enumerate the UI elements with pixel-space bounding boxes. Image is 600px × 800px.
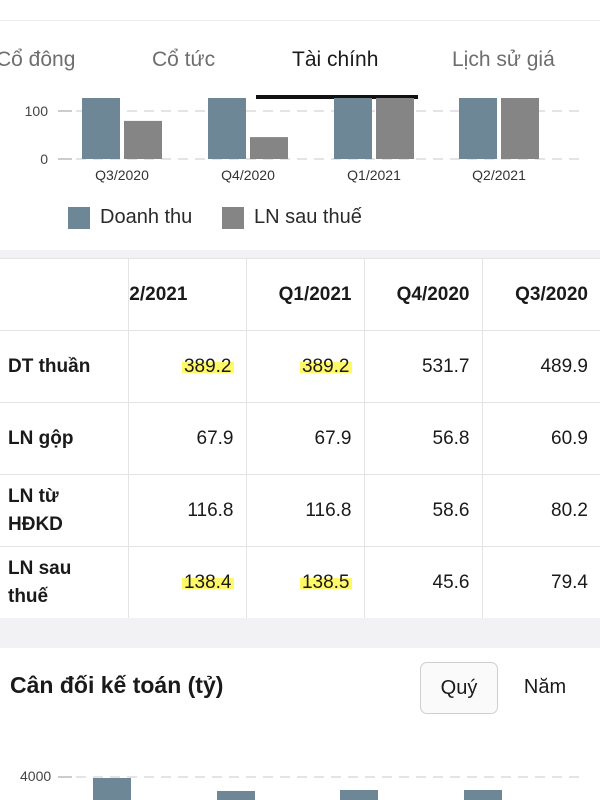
- table-row: LN từ HĐKD 116.8 116.8 58.6 80.2: [0, 474, 600, 547]
- table-cell: 58.6: [364, 474, 483, 547]
- table-header-blank: [0, 258, 129, 331]
- tab-financials[interactable]: Tài chính: [292, 48, 379, 71]
- chart-legend: Doanh thu LN sau thuế: [0, 206, 600, 236]
- table-cell: 138.5: [246, 546, 365, 619]
- legend-item-revenue[interactable]: Doanh thu: [68, 206, 192, 229]
- bar-revenue: [459, 98, 497, 159]
- top-strip: [0, 0, 600, 21]
- balance-bar: [217, 791, 255, 800]
- balance-sheet-title: Cân đối kế toán (tỷ): [10, 672, 224, 698]
- row-label-line: HĐKD: [8, 513, 63, 535]
- table-cell: 531.7: [364, 330, 483, 403]
- row-label-line: thuế: [8, 585, 49, 607]
- highlighted-value: 138.5: [299, 571, 352, 593]
- balance-bar: [464, 790, 502, 800]
- table-cell: 67.9: [128, 402, 247, 475]
- table-cell: 79.4: [482, 546, 600, 619]
- table-cell: 389.2: [246, 330, 365, 403]
- table-row: DT thuần 389.2 389.2 531.7 489.9: [0, 330, 600, 403]
- table-cell: 45.6: [364, 546, 483, 619]
- bar-revenue: [208, 98, 246, 159]
- table-cell: 56.8: [364, 402, 483, 475]
- bar-profit: [376, 98, 414, 159]
- highlighted-value: 389.2: [181, 355, 234, 377]
- bar-profit: [501, 98, 539, 159]
- x-tick-label: Q1/2021: [347, 167, 401, 183]
- row-label-line: LN sau: [8, 557, 72, 579]
- table-cell: 116.8: [246, 474, 365, 547]
- tab-price-history[interactable]: Lịch sử giá: [452, 48, 555, 71]
- tab-bar: Cổ đông Cổ tức Tài chính Lịch sử giá: [0, 22, 600, 100]
- row-label: LN gộp: [0, 402, 129, 475]
- period-year-button[interactable]: Năm: [523, 675, 567, 698]
- table-cell: 138.4: [128, 546, 247, 619]
- table-cell: 389.2: [128, 330, 247, 403]
- table-cell: 60.9: [482, 402, 600, 475]
- table-row: LN sau thuế 138.4 138.5 45.6 79.4: [0, 546, 600, 619]
- legend-swatch-revenue: [68, 206, 90, 229]
- column-header: Q4/2020: [364, 258, 483, 331]
- section-divider: [0, 618, 600, 648]
- tab-dividends[interactable]: Cổ tức: [152, 48, 216, 71]
- x-tick-label: Q4/2020: [221, 167, 275, 183]
- table-cell: 116.8: [128, 474, 247, 547]
- legend-swatch-profit: [222, 206, 244, 229]
- income-statement-table: Q2/2021 Q1/2021 Q4/2020 Q3/2020 DT thuần…: [0, 258, 600, 619]
- bar-revenue: [334, 98, 372, 159]
- legend-label-revenue: Doanh thu: [100, 206, 193, 228]
- period-quarter-button[interactable]: Quý: [420, 662, 498, 714]
- y-tick-label: 100: [25, 103, 49, 119]
- column-header: Q1/2021: [246, 258, 365, 331]
- table-row: LN gộp 67.9 67.9 56.8 60.9: [0, 402, 600, 475]
- row-label: LN từ HĐKD: [0, 474, 129, 547]
- balance-bar: [340, 790, 378, 800]
- balance-bar: [93, 778, 131, 800]
- bar-revenue: [82, 98, 120, 159]
- row-label: LN sau thuế: [0, 546, 129, 619]
- row-label-line: LN từ: [8, 485, 59, 507]
- table-cell: 80.2: [482, 474, 600, 547]
- highlighted-value: 138.4: [181, 571, 234, 593]
- bar-profit: [124, 120, 162, 159]
- balance-sheet-header: Cân đối kế toán (tỷ) Quý Năm: [0, 648, 600, 728]
- y-tick-label: 4000: [20, 768, 51, 784]
- column-header: Q3/2020: [482, 258, 600, 331]
- column-header: Q2/2021: [128, 258, 247, 331]
- legend-item-profit[interactable]: LN sau thuế: [222, 206, 362, 229]
- section-divider: [0, 250, 600, 258]
- row-label: DT thuần: [0, 330, 129, 403]
- bar-profit: [250, 137, 288, 159]
- x-tick-label: Q3/2020: [95, 167, 149, 183]
- table-header-row: Q2/2021 Q1/2021 Q4/2020 Q3/2020: [0, 258, 600, 331]
- revenue-profit-chart-svg: 0 100 Q3/2020 Q4/2020 Q1/2021 Q2/2021: [25, 98, 585, 183]
- legend-label-profit: LN sau thuế: [254, 206, 362, 228]
- highlighted-value: 389.2: [299, 355, 352, 377]
- balance-sheet-chart: 4000: [0, 728, 600, 800]
- active-tab-indicator: [256, 95, 418, 99]
- table-cell: 67.9: [246, 402, 365, 475]
- balance-sheet-chart-svg: 4000: [20, 768, 585, 800]
- revenue-profit-chart: 0 100 Q3/2020 Q4/2020 Q1/2021 Q2/2021 Doanh t…: [0, 98, 600, 248]
- x-tick-label: Q2/2021: [472, 167, 526, 183]
- y-tick-label: 0: [40, 151, 48, 167]
- table-cell: 489.9: [482, 330, 600, 403]
- tab-shareholders[interactable]: Cổ đông: [0, 48, 76, 71]
